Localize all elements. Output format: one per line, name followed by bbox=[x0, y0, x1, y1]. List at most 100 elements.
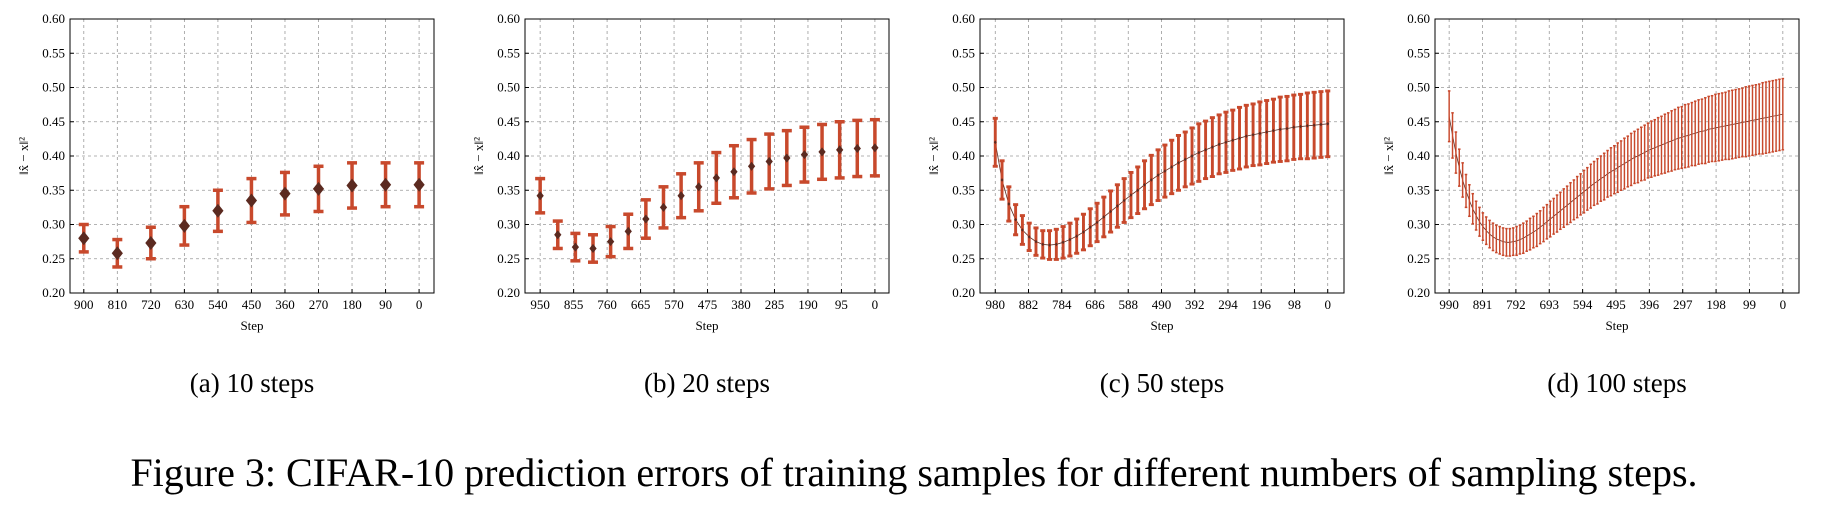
x-tick-label: 882 bbox=[1019, 297, 1039, 312]
error-bar bbox=[1768, 80, 1771, 154]
point-marker bbox=[1082, 230, 1085, 234]
point-marker bbox=[1183, 157, 1187, 162]
error-bar bbox=[1575, 175, 1579, 219]
y-tick-label: 0.35 bbox=[952, 182, 975, 197]
error-bar bbox=[1471, 192, 1475, 225]
error-bar bbox=[1663, 113, 1667, 174]
error-bar bbox=[1508, 227, 1512, 257]
point-marker bbox=[871, 143, 879, 153]
error-bar bbox=[1596, 157, 1599, 205]
y-tick-label: 0.55 bbox=[42, 45, 65, 60]
error-bar bbox=[1720, 92, 1724, 161]
y-tick-label: 0.50 bbox=[42, 80, 65, 95]
y-tick-label: 0.55 bbox=[1407, 45, 1430, 60]
y-tick-label: 0.40 bbox=[1407, 148, 1430, 163]
y-tick-label: 0.25 bbox=[1407, 251, 1430, 266]
point-marker bbox=[1176, 161, 1180, 165]
error-bar bbox=[1528, 217, 1532, 251]
error-bar bbox=[1569, 181, 1572, 224]
y-axis-label: ‖x̂ − x‖² bbox=[926, 137, 941, 175]
y-axis-label: ‖x̂ − x‖² bbox=[1381, 137, 1396, 175]
x-tick-label: 360 bbox=[275, 297, 295, 312]
point-marker bbox=[765, 156, 773, 167]
subplot-caption: (d) 100 steps bbox=[1547, 368, 1686, 398]
x-tick-label: 99 bbox=[1743, 297, 1756, 312]
point-marker bbox=[1285, 126, 1289, 131]
point-marker bbox=[836, 145, 844, 155]
y-tick-label: 0.60 bbox=[952, 11, 975, 26]
error-bar bbox=[1666, 112, 1670, 173]
error-bar bbox=[1690, 101, 1694, 167]
x-tick-label: 0 bbox=[1780, 297, 1787, 312]
y-tick-label: 0.45 bbox=[497, 114, 520, 129]
error-bar bbox=[1643, 124, 1646, 181]
error-bar bbox=[1714, 93, 1717, 163]
error-bar bbox=[1488, 219, 1491, 249]
x-tick-label: 810 bbox=[108, 297, 128, 312]
y-axis-label: ‖x̂ − x‖² bbox=[471, 137, 486, 175]
point-marker bbox=[1278, 127, 1282, 132]
error-bar bbox=[1683, 103, 1687, 169]
error-bar bbox=[1747, 85, 1751, 157]
error-bar bbox=[1515, 225, 1518, 257]
error-bar bbox=[1552, 197, 1555, 235]
error-bar bbox=[1677, 106, 1680, 170]
error-bar bbox=[1774, 79, 1778, 152]
error-bar bbox=[1656, 116, 1660, 176]
error-bar bbox=[1660, 115, 1663, 175]
x-tick-label: 980 bbox=[986, 297, 1006, 312]
x-axis-label: Step bbox=[1150, 318, 1173, 333]
y-tick-label: 0.50 bbox=[1407, 80, 1430, 95]
x-axis-label: Step bbox=[1605, 318, 1628, 333]
y-tick-label: 0.50 bbox=[952, 80, 975, 95]
point-marker bbox=[1170, 165, 1174, 169]
x-tick-label: 0 bbox=[416, 297, 423, 312]
point-marker bbox=[606, 237, 615, 247]
error-bar bbox=[1764, 81, 1768, 155]
point-marker bbox=[624, 226, 632, 236]
y-tick-label: 0.55 bbox=[952, 45, 975, 60]
point-marker bbox=[1156, 173, 1160, 177]
error-bar bbox=[1707, 95, 1710, 163]
point-marker bbox=[747, 161, 756, 171]
x-axis-label: Step bbox=[695, 318, 718, 333]
point-marker bbox=[1014, 217, 1018, 222]
error-bar bbox=[1741, 87, 1744, 158]
y-tick-label: 0.60 bbox=[42, 11, 65, 26]
error-bar bbox=[1454, 131, 1458, 174]
y-tick-label: 0.50 bbox=[497, 80, 520, 95]
point-marker bbox=[178, 218, 190, 233]
y-axis-label: ‖x̂ − x‖² bbox=[16, 137, 31, 175]
error-bar bbox=[1680, 105, 1683, 170]
error-bar bbox=[1602, 152, 1606, 201]
x-tick-label: 380 bbox=[731, 297, 751, 312]
point-marker bbox=[1231, 138, 1235, 143]
point-marker bbox=[1197, 150, 1201, 155]
point-marker bbox=[589, 243, 597, 254]
point-marker bbox=[1088, 225, 1092, 230]
point-marker bbox=[1136, 188, 1140, 193]
error-bar bbox=[1511, 227, 1515, 257]
error-bar bbox=[1670, 110, 1673, 172]
x-tick-label: 784 bbox=[1052, 297, 1072, 312]
x-tick-label: 855 bbox=[564, 297, 584, 312]
error-bar bbox=[1751, 84, 1754, 157]
x-tick-label: 686 bbox=[1085, 297, 1105, 312]
error-bar bbox=[1565, 185, 1569, 226]
y-tick-label: 0.25 bbox=[497, 251, 520, 266]
point-marker bbox=[1312, 123, 1316, 127]
error-bar bbox=[1579, 173, 1582, 216]
error-bar bbox=[1562, 188, 1566, 228]
y-tick-label: 0.40 bbox=[497, 148, 520, 163]
error-bar bbox=[1616, 142, 1619, 194]
point-marker bbox=[1109, 209, 1113, 214]
point-marker bbox=[312, 181, 325, 196]
error-bar bbox=[1532, 215, 1535, 249]
point-marker bbox=[800, 150, 809, 160]
error-bar bbox=[1599, 155, 1603, 202]
y-tick-label: 0.35 bbox=[1407, 182, 1430, 197]
error-bar bbox=[1559, 191, 1562, 231]
error-bar bbox=[1633, 130, 1636, 185]
